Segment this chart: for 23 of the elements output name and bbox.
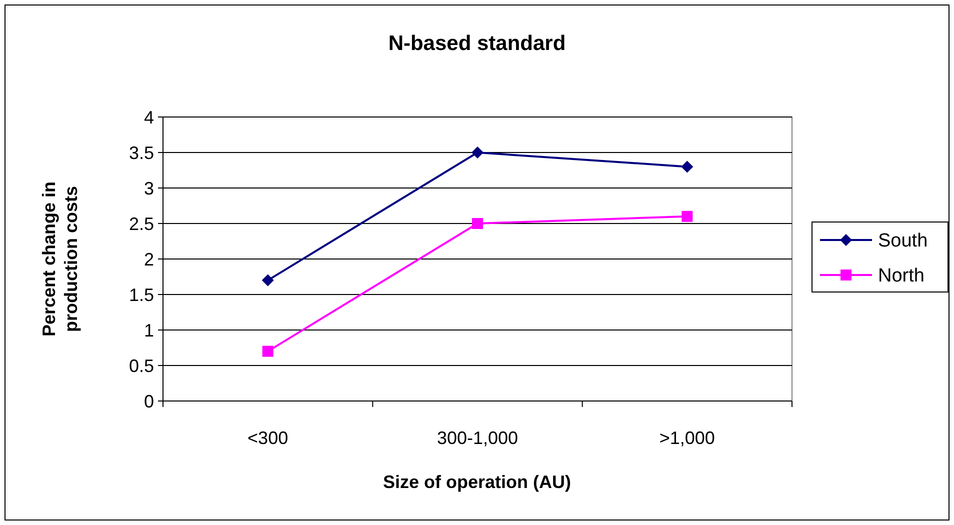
y-tick-label: 3.5: [128, 142, 154, 163]
x-tick-label: >1,000: [659, 428, 715, 448]
y-tick-label: 0.5: [128, 356, 154, 376]
y-tick-label: 1.5: [128, 284, 154, 305]
x-axis-title: Size of operation (AU): [383, 472, 572, 492]
y-tick-label: 3: [144, 178, 154, 198]
y-tick-label: 2: [144, 249, 154, 270]
y-tick-label: 1: [144, 320, 154, 340]
point: [682, 210, 693, 222]
point: [472, 146, 484, 158]
y-axis-title: Percent change in production costs: [39, 181, 81, 337]
point: [262, 274, 274, 286]
x-tick-label: <300: [248, 428, 288, 448]
x-tick-label: 300-1,000: [436, 428, 518, 448]
legend-label: North: [878, 266, 924, 287]
y-tick-label: 0: [144, 391, 154, 412]
y-tick-label: 2.5: [128, 214, 154, 234]
point: [472, 218, 483, 229]
chart-title: N-based standard: [388, 32, 566, 55]
point: [681, 160, 694, 173]
point: [262, 346, 274, 357]
legend-label: South: [878, 230, 928, 252]
y-tick-label: 4: [144, 107, 154, 128]
